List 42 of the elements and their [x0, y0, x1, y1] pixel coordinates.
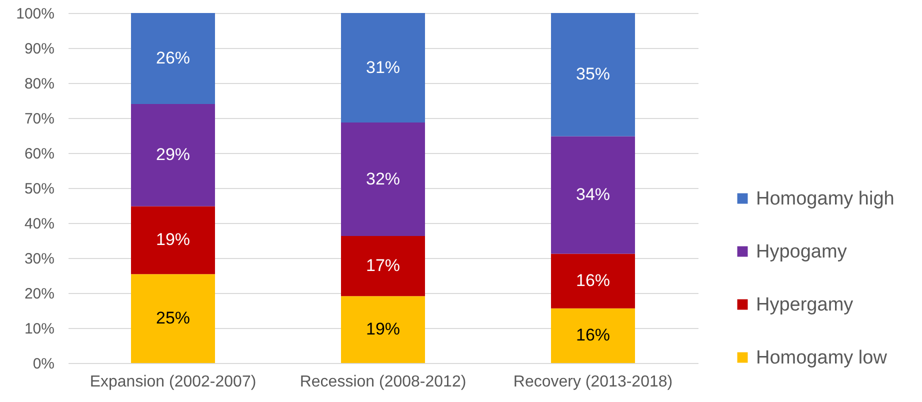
- data-label: 29%: [156, 145, 190, 164]
- bar: [341, 122, 425, 236]
- data-label: 31%: [366, 58, 400, 77]
- bar: [341, 236, 425, 296]
- data-label: 35%: [576, 64, 610, 84]
- bar: [131, 104, 215, 206]
- y-tick-label: 90%: [24, 40, 54, 58]
- data-label: 19%: [366, 320, 400, 339]
- data-label: 16%: [576, 326, 610, 345]
- bar: [341, 13, 425, 123]
- data-label: 26%: [156, 48, 190, 68]
- bar: [131, 206, 215, 274]
- bar: [551, 254, 635, 308]
- y-tick-label: 100%: [16, 6, 54, 22]
- x-tick-label: Recovery (2013-2018): [513, 374, 673, 390]
- y-tick-label: 50%: [24, 180, 54, 198]
- bar: [551, 308, 635, 363]
- bar: [131, 13, 215, 104]
- y-tick-label: 10%: [24, 320, 54, 338]
- legend-label: Hypogamy: [756, 242, 848, 262]
- legend-label: Homogamy low: [756, 348, 888, 368]
- bar: [131, 274, 215, 363]
- y-tick-label: 30%: [24, 250, 54, 268]
- bar: [551, 13, 635, 136]
- bar: [551, 136, 635, 254]
- data-label: 32%: [366, 169, 400, 188]
- y-tick-label: 40%: [24, 216, 54, 232]
- data-label: 19%: [156, 230, 190, 250]
- y-tick-label: 80%: [24, 76, 54, 92]
- data-label: 25%: [156, 308, 190, 328]
- x-tick-label: Recession (2008-2012): [300, 374, 466, 390]
- y-tick-label: 60%: [24, 146, 54, 162]
- y-tick-label: 70%: [24, 110, 54, 128]
- bar: [341, 296, 425, 363]
- y-tick-label: 0%: [32, 356, 54, 372]
- x-tick-label: Expansion (2002-2007): [90, 374, 256, 390]
- data-label: 34%: [576, 185, 610, 204]
- data-label: 17%: [366, 256, 400, 276]
- data-label: 16%: [576, 271, 610, 290]
- y-tick-label: 20%: [24, 286, 54, 302]
- legend-label: Homogamy high: [756, 188, 894, 210]
- legend-label: Hypergamy: [756, 294, 854, 316]
